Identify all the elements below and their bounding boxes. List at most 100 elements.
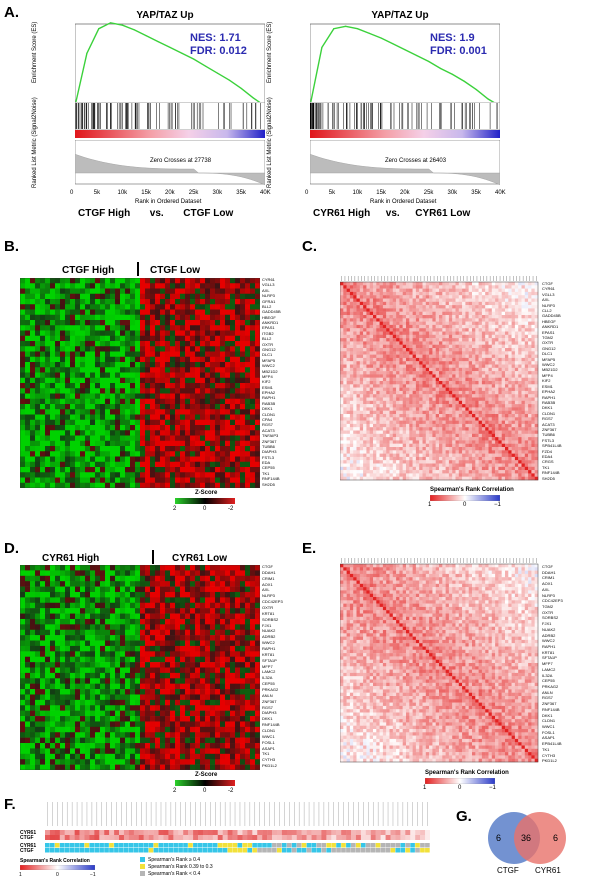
correlation-cell bbox=[366, 384, 370, 388]
correlation-cell bbox=[468, 400, 473, 405]
heatmap-cell bbox=[170, 309, 176, 316]
correlation-cell bbox=[356, 288, 360, 293]
correlation-cell bbox=[389, 407, 393, 411]
correlation-cell bbox=[528, 357, 532, 362]
correlation-cell bbox=[478, 384, 483, 388]
correlation-cell bbox=[505, 328, 509, 332]
heatmap-cell bbox=[20, 472, 26, 478]
correlation-cell bbox=[521, 344, 525, 349]
heatmap-cell bbox=[145, 398, 151, 405]
zscore-tick: 0 bbox=[203, 506, 207, 512]
correlation-cell bbox=[491, 285, 496, 289]
heatmap-cell bbox=[155, 430, 161, 436]
correlation-cell bbox=[508, 361, 512, 365]
correlation-cell bbox=[402, 357, 407, 362]
heatmap-cell bbox=[25, 440, 31, 447]
correlation-cell bbox=[389, 394, 393, 398]
correlation-cell bbox=[491, 315, 496, 319]
heatmap-cell bbox=[45, 393, 51, 400]
correlation-cell bbox=[445, 324, 450, 329]
correlation-cell bbox=[346, 351, 351, 355]
correlation-cell bbox=[521, 384, 525, 388]
heatmap-cell bbox=[20, 356, 26, 363]
correlation-cell bbox=[409, 285, 413, 289]
correlation-cell bbox=[524, 404, 529, 408]
correlation-cell bbox=[415, 282, 420, 286]
heatmap-cell bbox=[100, 346, 106, 352]
correlation-cell bbox=[508, 318, 512, 322]
heatmap-cell bbox=[160, 425, 166, 431]
heatmap-cell bbox=[190, 367, 196, 373]
heatmap-cell bbox=[125, 288, 131, 295]
heatmap-cell bbox=[70, 425, 76, 431]
correlation-cell bbox=[485, 410, 489, 415]
correlation-cell bbox=[353, 344, 357, 349]
gene-hit-barcode bbox=[310, 102, 500, 130]
heatmap-cell bbox=[230, 325, 236, 331]
correlation-cell bbox=[498, 394, 502, 398]
correlation-cell bbox=[501, 407, 506, 411]
correlation-cell bbox=[415, 291, 420, 296]
correlation-cell bbox=[462, 417, 466, 421]
heatmap-cell bbox=[35, 456, 41, 463]
correlation-cell bbox=[514, 288, 519, 293]
correlation-cell bbox=[524, 364, 529, 368]
correlation-cell bbox=[518, 397, 522, 401]
heatmap-cell bbox=[35, 299, 41, 305]
correlation-cell bbox=[442, 305, 446, 309]
correlation-cell bbox=[425, 324, 430, 329]
correlation-cell bbox=[392, 423, 397, 428]
correlation-cell bbox=[399, 328, 403, 332]
correlation-cell bbox=[435, 321, 440, 326]
heatmap-cell bbox=[185, 335, 191, 342]
heatmap-cell bbox=[115, 435, 121, 442]
heatmap-cell bbox=[55, 409, 61, 415]
correlation-cell bbox=[422, 338, 426, 342]
correlation-cell bbox=[448, 374, 453, 378]
correlation-cell bbox=[501, 354, 506, 359]
heatmap-cell bbox=[120, 293, 126, 300]
correlation-cell bbox=[419, 377, 423, 382]
heatmap-cell bbox=[35, 320, 41, 326]
heatmap-cell bbox=[175, 456, 181, 463]
correlation-cell bbox=[514, 381, 519, 385]
heatmap-cell bbox=[115, 404, 121, 410]
heatmap-cell bbox=[205, 425, 211, 431]
correlation-cell bbox=[531, 315, 535, 319]
heatmap-cell bbox=[125, 293, 131, 300]
correlation-cell bbox=[485, 377, 489, 382]
correlation-cell bbox=[448, 361, 453, 365]
heatmap-cell bbox=[35, 482, 41, 488]
heatmap-cell bbox=[235, 388, 241, 394]
heatmap-cell bbox=[40, 283, 46, 289]
correlation-cell bbox=[346, 414, 351, 418]
correlation-cell bbox=[478, 282, 483, 286]
correlation-cell bbox=[472, 348, 476, 352]
correlation-cell bbox=[518, 367, 522, 372]
heatmap-cell bbox=[215, 278, 221, 284]
correlation-cell bbox=[458, 285, 463, 289]
heatmap-cell bbox=[225, 446, 231, 452]
correlation-cell bbox=[412, 315, 417, 319]
correlation-cell bbox=[472, 364, 476, 368]
heatmap-cell bbox=[145, 309, 151, 316]
correlation-cell bbox=[392, 282, 397, 286]
correlation-cell bbox=[379, 397, 384, 401]
heatmap-cell bbox=[75, 398, 81, 405]
heatmap-cell bbox=[25, 430, 31, 436]
heatmap-cell bbox=[140, 362, 146, 368]
correlation-cell bbox=[353, 427, 357, 431]
correlation-cell bbox=[369, 414, 374, 418]
heatmap-cell bbox=[90, 288, 96, 295]
correlation-cell bbox=[386, 282, 390, 286]
heatmap-cell bbox=[85, 404, 91, 410]
correlation-cell bbox=[521, 311, 525, 316]
correlation-cell bbox=[432, 285, 436, 289]
correlation-cell bbox=[472, 397, 476, 401]
heatmap-cell bbox=[110, 425, 116, 431]
heatmap-cell bbox=[25, 330, 31, 337]
correlation-cell bbox=[340, 295, 344, 299]
heatmap-cell bbox=[215, 472, 221, 478]
correlation-cell bbox=[498, 351, 502, 355]
heatmap-cell bbox=[20, 435, 26, 442]
